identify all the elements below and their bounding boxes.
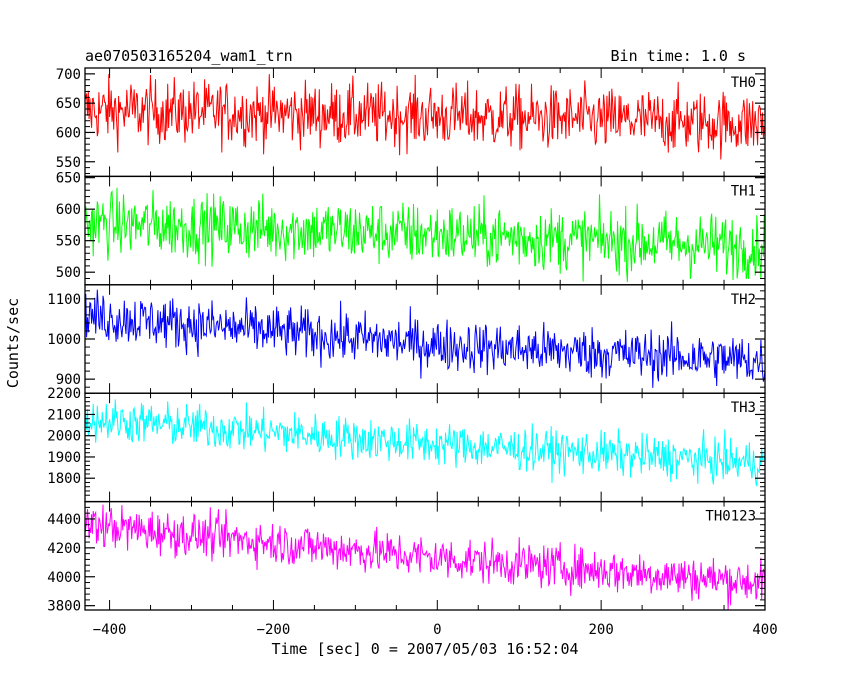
- series-th3: [85, 399, 765, 487]
- series-th2: [85, 289, 765, 388]
- y-tick-label: 2000: [47, 429, 81, 445]
- y-tick-label: 1900: [47, 450, 81, 466]
- y-tick-label: 550: [56, 234, 81, 250]
- y-tick-label: 4000: [47, 570, 81, 586]
- y-tick-label: 4400: [47, 512, 81, 528]
- y-tick-label: 2100: [47, 407, 81, 423]
- x-axis-label: Time [sec] 0 = 2007/05/03 16:52:04: [271, 640, 578, 658]
- y-tick-label: 600: [56, 202, 81, 218]
- panel-title: TH0123: [705, 509, 756, 525]
- y-tick-label: 600: [56, 125, 81, 141]
- panels: 550 600 650 700 TH0 500 550 600 650 TH1 900 1000 110…: [47, 67, 766, 615]
- bin-time-label: Bin time: 1.0 s: [611, 47, 746, 65]
- panel-frame: [84, 500, 766, 611]
- series-th1: [85, 187, 765, 283]
- series-th0: [85, 74, 765, 160]
- y-tick-label: 700: [56, 67, 81, 83]
- x-axis: −400 −200 0 200 400: [93, 622, 778, 638]
- series-th0123: [85, 504, 765, 610]
- y-tick-label: 500: [56, 265, 81, 281]
- y-axis-label: Counts/sec: [4, 298, 22, 388]
- x-tick-label: −200: [257, 622, 291, 638]
- chart-title: ae070503165204_wam1_trn: [85, 47, 293, 65]
- y-tick-label: 650: [56, 171, 81, 187]
- y-tick-label: 2200: [47, 386, 81, 402]
- panel-th3: 1800 1900 2000 2100 2200 TH3: [47, 386, 766, 503]
- y-tick-label: 1800: [47, 471, 81, 487]
- panel-th0123: 3800 4000 4200 4400 TH0123: [47, 500, 766, 615]
- panel-th2: 900 1000 1100 TH2: [47, 284, 766, 394]
- x-tick-label: 400: [752, 622, 777, 638]
- y-tick-label: 550: [56, 155, 81, 171]
- panel-title: TH2: [731, 292, 756, 308]
- y-tick-label: 4200: [47, 541, 81, 557]
- panel-th1: 500 550 600 650 TH1: [56, 171, 766, 286]
- panel-th0: 550 600 650 700 TH0: [56, 67, 766, 178]
- y-tick-label: 1000: [47, 332, 81, 348]
- x-tick-label: 200: [588, 622, 613, 638]
- y-tick-label: 1100: [47, 292, 81, 308]
- x-tick-label: −400: [93, 622, 127, 638]
- y-tick-label: 900: [56, 372, 81, 388]
- panel-title: TH1: [731, 183, 756, 199]
- y-tick-label: 650: [56, 96, 81, 112]
- x-tick-label: 0: [433, 622, 441, 638]
- panel-title: TH3: [731, 400, 756, 416]
- panel-title: TH0: [731, 75, 756, 91]
- y-tick-label: 3800: [47, 599, 81, 615]
